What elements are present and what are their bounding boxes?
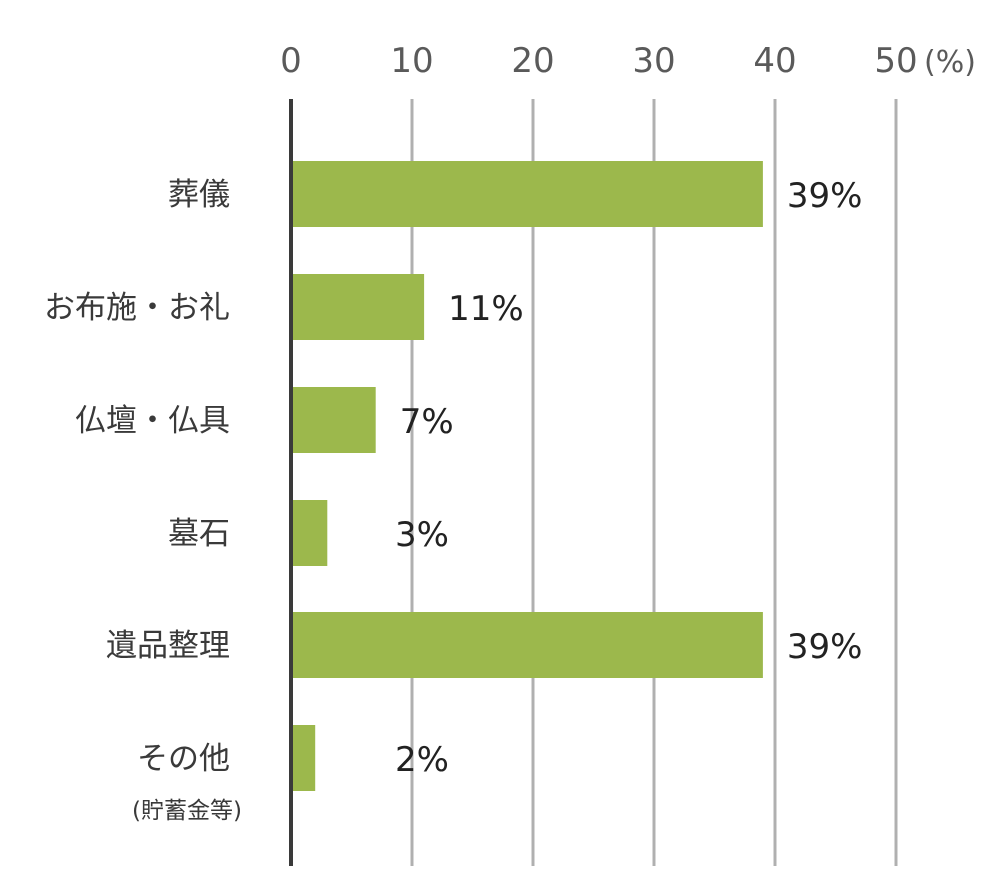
x-tick-label: 30 (632, 41, 675, 81)
x-tick-label: 50 (874, 41, 917, 81)
bars (293, 161, 763, 791)
bar (293, 387, 376, 453)
data-labels: 39% 11% 7% 3% 39% 2% (395, 176, 862, 780)
bar (293, 500, 328, 566)
data-label: 3% (395, 515, 449, 555)
bar (293, 725, 316, 791)
data-label: 7% (400, 402, 454, 442)
data-label: 11% (448, 289, 524, 329)
x-axis-ticks: 0 10 20 30 40 50 (280, 41, 917, 81)
data-label: 39% (787, 176, 863, 216)
category-label: お布施・お礼 (44, 290, 230, 326)
bar (293, 612, 763, 678)
category-label: 仏壇・仏具 (75, 403, 230, 439)
category-label: 葬儀 (168, 177, 230, 213)
bar (293, 274, 425, 340)
data-label: 39% (787, 627, 863, 667)
x-tick-label: 0 (280, 41, 302, 81)
bar (293, 161, 763, 227)
x-tick-label: 40 (753, 41, 796, 81)
x-tick-label: 20 (511, 41, 554, 81)
x-tick-label: 10 (390, 41, 433, 81)
category-label: その他 (137, 741, 230, 777)
data-label: 2% (395, 740, 449, 780)
category-label: 遺品整理 (106, 628, 230, 664)
category-label: 墓石 (168, 516, 230, 552)
x-axis-unit-label: (%) (924, 45, 976, 80)
category-sublabel: (貯蓄金等) (132, 798, 242, 824)
